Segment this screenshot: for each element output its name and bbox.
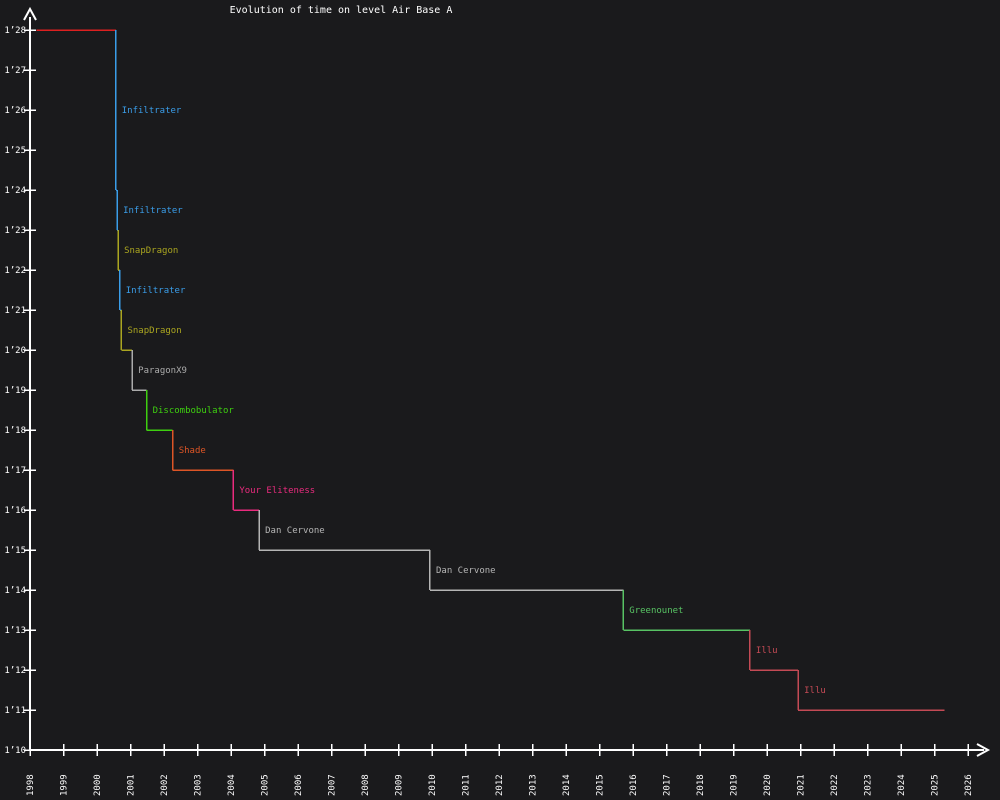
axes: 1’28 1’27 1’26 1’25 1’24 1’23 1’22 1’21 1’20 1’19… — [4, 6, 991, 796]
x-axis-arrow-icon — [976, 743, 991, 757]
record-player-label: Infiltrater — [123, 206, 183, 216]
x-tick-label: 2013 — [529, 774, 539, 796]
record-player-label: Dan Cervone — [265, 526, 325, 536]
x-tick-label: 2020 — [763, 774, 773, 796]
x-tick-label: 2006 — [294, 774, 304, 796]
record-player-label: Greenounet — [629, 606, 683, 616]
y-tick-label: 1’11 — [4, 706, 26, 716]
record-series — [36, 29, 945, 711]
record-player-label: Infiltrater — [126, 286, 186, 296]
y-tick-label: 1’28 — [4, 26, 26, 36]
y-tick-label: 1’26 — [4, 106, 26, 116]
y-tick-label: 1’10 — [4, 746, 26, 756]
y-tick-label: 1’17 — [4, 466, 26, 476]
y-tick-label: 1’23 — [4, 226, 26, 236]
x-tick-label: 2014 — [562, 774, 572, 796]
record-player-label: Discombobulator — [153, 406, 235, 416]
x-tick-label: 2021 — [797, 774, 807, 796]
x-tick-label: 1999 — [60, 774, 70, 796]
x-tick-label: 2019 — [730, 774, 740, 796]
x-tick-label: 2015 — [596, 774, 606, 796]
x-tick-label: 2024 — [897, 774, 907, 796]
record-player-label: Your Eliteness — [239, 486, 315, 496]
record-player-label: Illu — [804, 686, 826, 696]
x-tick-label: 1998 — [26, 774, 36, 796]
x-tick-label: 2010 — [428, 774, 438, 796]
record-player-label: Shade — [179, 446, 206, 456]
x-tick-label: 2004 — [227, 774, 237, 796]
x-tick-label: 2017 — [663, 774, 673, 796]
x-tick-label: 2018 — [696, 774, 706, 796]
x-tick-label: 2009 — [395, 774, 405, 796]
x-tick-label: 2002 — [160, 774, 170, 796]
x-tick-label: 2023 — [864, 774, 874, 796]
x-tick-label: 2008 — [361, 774, 371, 796]
x-tick-label: 2005 — [261, 774, 271, 796]
x-tick-label: 2026 — [964, 774, 974, 796]
record-player-label: ParagonX9 — [138, 366, 187, 376]
y-tick-label: 1’24 — [4, 186, 26, 196]
y-tick-label: 1’20 — [4, 346, 26, 356]
record-labels: Infiltrater Infiltrater SnapDragon Infiltra… — [122, 106, 826, 696]
x-tick-label: 2025 — [931, 774, 941, 796]
y-tick-label: 1’22 — [4, 266, 26, 276]
y-tick-label: 1’16 — [4, 506, 26, 516]
x-tick-label: 2012 — [495, 774, 505, 796]
record-player-label: Dan Cervone — [436, 566, 496, 576]
y-tick-label: 1’19 — [4, 386, 26, 396]
y-tick-label: 1’27 — [4, 66, 26, 76]
x-tick-label: 2007 — [328, 774, 338, 796]
y-tick-label: 1’18 — [4, 426, 26, 436]
x-tick-label: 2016 — [629, 774, 639, 796]
y-tick-label: 1’13 — [4, 626, 26, 636]
record-player-label: Illu — [756, 646, 778, 656]
y-tick-label: 1’15 — [4, 546, 26, 556]
record-player-label: SnapDragon — [127, 326, 181, 336]
x-tick-label: 2000 — [93, 774, 103, 796]
y-tick-label: 1’12 — [4, 666, 26, 676]
y-axis-arrow-icon — [23, 6, 37, 21]
record-player-label: Infiltrater — [122, 106, 182, 116]
x-tick-label: 2003 — [194, 774, 204, 796]
y-tick-label: 1’21 — [4, 306, 26, 316]
record-player-label: SnapDragon — [124, 246, 178, 256]
x-tick-label: 2011 — [462, 774, 472, 796]
chart-title: Evolution of time on level Air Base A — [230, 5, 453, 16]
y-tick-label: 1’25 — [4, 146, 26, 156]
x-tick-label: 2001 — [127, 774, 137, 796]
y-tick-label: 1’14 — [4, 586, 26, 596]
x-tick-label: 2022 — [830, 774, 840, 796]
